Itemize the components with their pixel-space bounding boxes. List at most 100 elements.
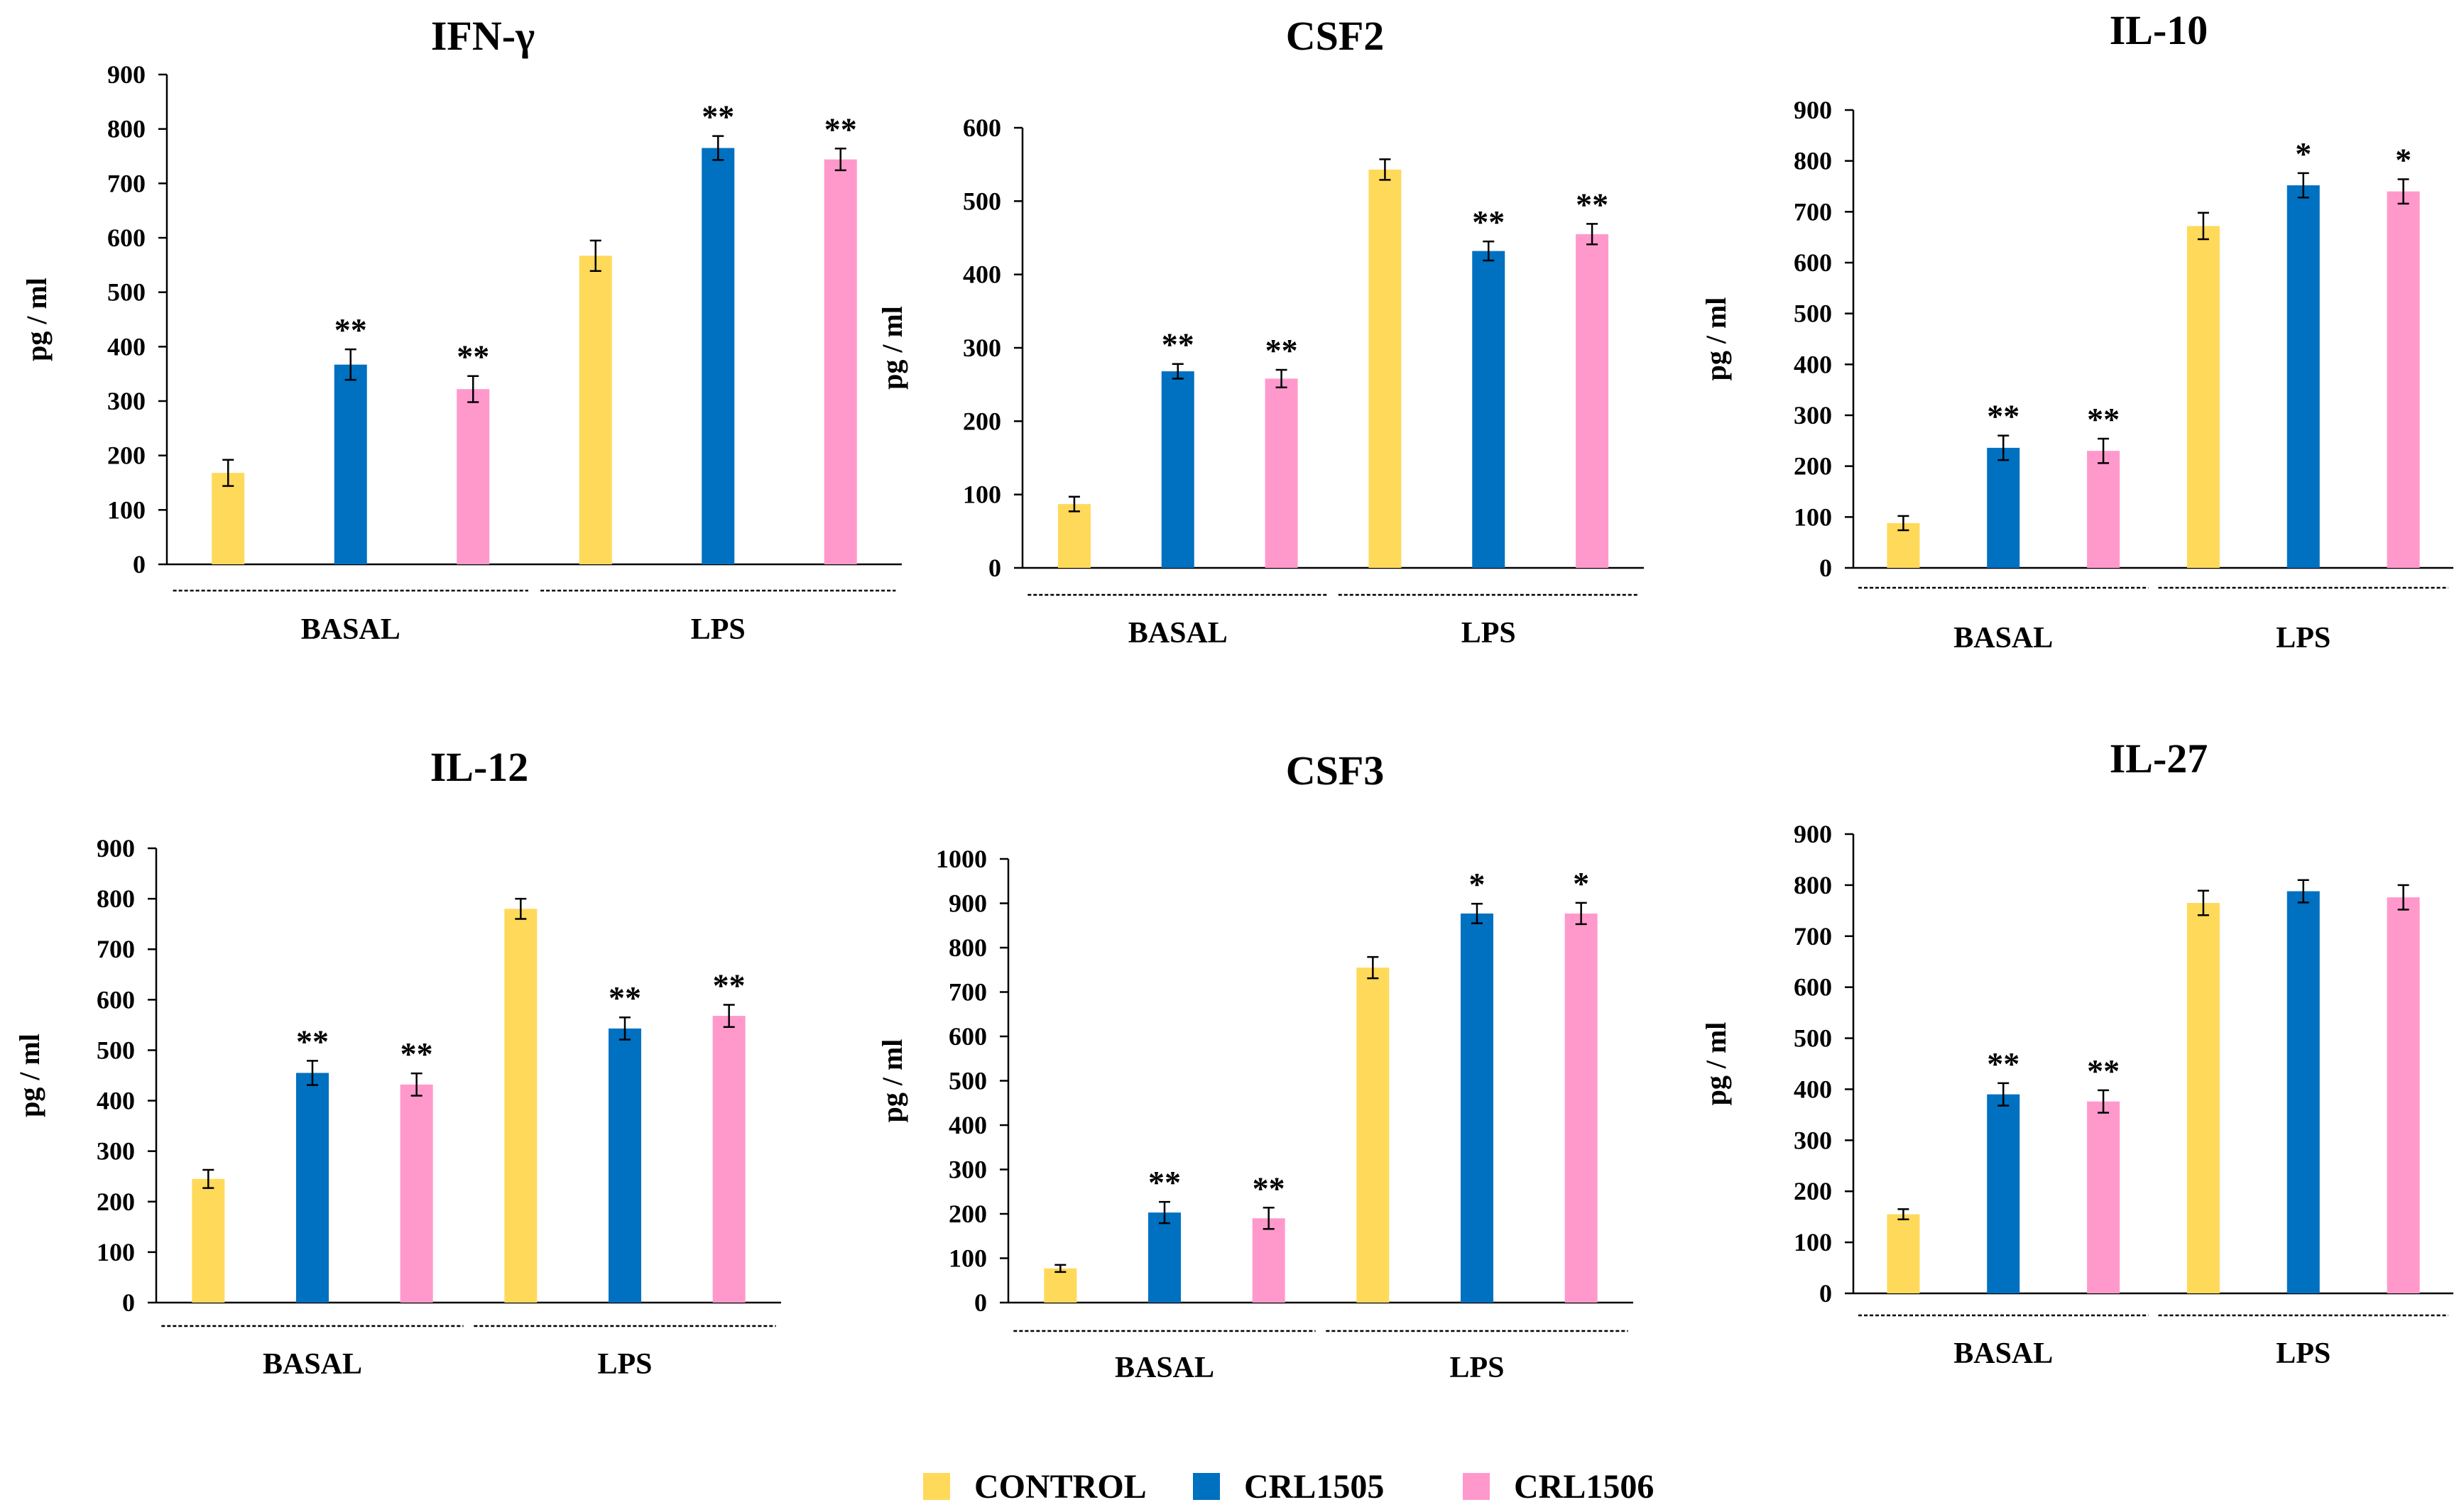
legend-swatch-control: [923, 1473, 950, 1500]
y-tick-label: 700: [1794, 922, 1832, 951]
bar-control-basal: [1887, 1214, 1920, 1293]
bar-crl1505-basal: [1161, 371, 1194, 568]
bar-control-lps: [1368, 169, 1402, 568]
bar-crl1505-basal: [1148, 1212, 1181, 1303]
y-axis-label: pg / ml: [13, 1034, 45, 1117]
significance-marker: **: [400, 1036, 433, 1072]
y-tick-label: 0: [988, 554, 1001, 582]
y-tick-label: 600: [1794, 973, 1832, 1002]
chart-panel-4: IL-12 pg / ml 0 100 200 300 400 500 600 700 800 900…: [13, 744, 781, 1381]
y-tick-label: 100: [1794, 503, 1832, 531]
y-tick-label: 800: [107, 115, 146, 143]
y-tick-label: 500: [1794, 300, 1832, 328]
y-tick-label: 100: [963, 481, 1001, 509]
bar-crl1506-lps: [1564, 913, 1598, 1303]
significance-marker: **: [296, 1023, 329, 1059]
y-tick-label: 200: [1794, 452, 1832, 481]
bar-crl1506-basal: [2087, 451, 2120, 568]
significance-marker: **: [713, 967, 746, 1003]
bar-crl1506-lps: [712, 1016, 746, 1303]
group-label-basal: BASAL: [1953, 1337, 2053, 1370]
group-label-basal: BASAL: [1953, 622, 2053, 654]
bar-crl1505-basal: [1987, 1094, 2020, 1293]
y-tick-label: 300: [97, 1137, 135, 1166]
y-tick-label: 600: [107, 224, 146, 252]
y-tick-label: 800: [97, 884, 135, 913]
y-axis-label: pg / ml: [876, 306, 908, 390]
y-tick-label: 500: [107, 278, 146, 307]
significance-marker: **: [702, 99, 734, 135]
y-tick-label: 500: [963, 187, 1001, 215]
bar-crl1506-lps: [2387, 897, 2420, 1293]
y-tick-label: 400: [107, 332, 146, 361]
significance-marker: **: [609, 980, 641, 1016]
significance-marker: **: [1576, 186, 1608, 222]
bar-control-basal: [212, 473, 245, 564]
group-label-basal: BASAL: [1128, 617, 1228, 650]
y-tick-label: 100: [97, 1238, 135, 1266]
y-tick-label: 300: [963, 334, 1001, 362]
legend-label-crl1505: CRL1505: [1244, 1468, 1384, 1506]
bar-control-lps: [579, 256, 612, 564]
bar-crl1505-lps: [2286, 185, 2320, 569]
bar-crl1506-lps: [2387, 191, 2420, 569]
y-tick-label: 900: [1794, 820, 1832, 848]
significance-marker: **: [824, 111, 857, 147]
y-tick-label: 0: [1819, 554, 1832, 582]
y-tick-label: 200: [1794, 1177, 1832, 1205]
y-tick-label: 200: [963, 407, 1001, 435]
chart-title: IL-10: [2110, 7, 2208, 53]
group-label-lps: LPS: [2276, 1337, 2331, 1370]
y-tick-label: 300: [107, 387, 146, 415]
chart-panel-1: IFN-γ pg / ml 0 100 200 300 400 500 600 700 800 900…: [21, 13, 902, 646]
y-tick-label: 800: [1794, 147, 1832, 175]
y-tick-label: 400: [1794, 1075, 1832, 1103]
chart-title: IFN-γ: [431, 13, 535, 59]
bar-crl1506-basal: [457, 389, 490, 564]
y-tick-label: 400: [1794, 350, 1832, 378]
bar-crl1505-basal: [334, 364, 367, 564]
y-tick-label: 500: [949, 1067, 987, 1095]
significance-marker: *: [2395, 141, 2411, 177]
bar-crl1506-basal: [1265, 378, 1298, 568]
group-label-basal: BASAL: [263, 1348, 362, 1381]
significance-marker: *: [1573, 865, 1589, 902]
bar-control-lps: [1356, 968, 1390, 1303]
group-label-basal: BASAL: [1115, 1352, 1214, 1384]
chart-panel-5: CSF3 pg / ml 0 100 200 300 400 500 600 700 800 900 1…: [876, 747, 1633, 1384]
bar-control-basal: [192, 1178, 225, 1303]
group-label-lps: LPS: [597, 1348, 652, 1381]
significance-marker: **: [2087, 401, 2120, 437]
y-tick-label: 300: [949, 1156, 987, 1184]
bar-crl1506-lps: [824, 159, 857, 565]
y-tick-label: 100: [107, 495, 146, 524]
bar-crl1505-lps: [702, 148, 735, 564]
bar-crl1505-lps: [2286, 891, 2320, 1293]
bar-crl1505-lps: [1461, 913, 1493, 1303]
group-label-lps: LPS: [1461, 617, 1516, 650]
bar-crl1506-basal: [2087, 1101, 2120, 1293]
y-tick-label: 300: [1794, 401, 1832, 429]
chart-panel-2: CSF2 pg / ml 0 100 200 300 400 500 600 ** ** BASAL *…: [876, 13, 1644, 650]
significance-marker: **: [1148, 1164, 1181, 1200]
bar-control-basal: [1057, 504, 1091, 568]
y-tick-label: 400: [949, 1111, 987, 1139]
significance-marker: **: [1472, 204, 1505, 240]
y-axis-label: pg / ml: [1700, 1022, 1732, 1106]
group-label-lps: LPS: [1449, 1352, 1504, 1384]
significance-marker: **: [1253, 1170, 1285, 1206]
y-tick-label: 100: [1794, 1228, 1832, 1256]
significance-marker: **: [334, 312, 367, 348]
bar-crl1505-basal: [296, 1073, 329, 1303]
y-tick-label: 500: [1794, 1024, 1832, 1053]
bar-control-basal: [1044, 1268, 1077, 1303]
group-label-basal: BASAL: [301, 613, 400, 646]
y-tick-label: 1000: [936, 845, 987, 873]
y-tick-label: 600: [949, 1022, 987, 1051]
y-tick-label: 900: [107, 60, 146, 89]
group-label-lps: LPS: [691, 613, 746, 646]
y-axis-label: pg / ml: [1700, 297, 1732, 381]
group-label-lps: LPS: [2276, 622, 2331, 654]
y-axis-label: pg / ml: [21, 278, 53, 361]
